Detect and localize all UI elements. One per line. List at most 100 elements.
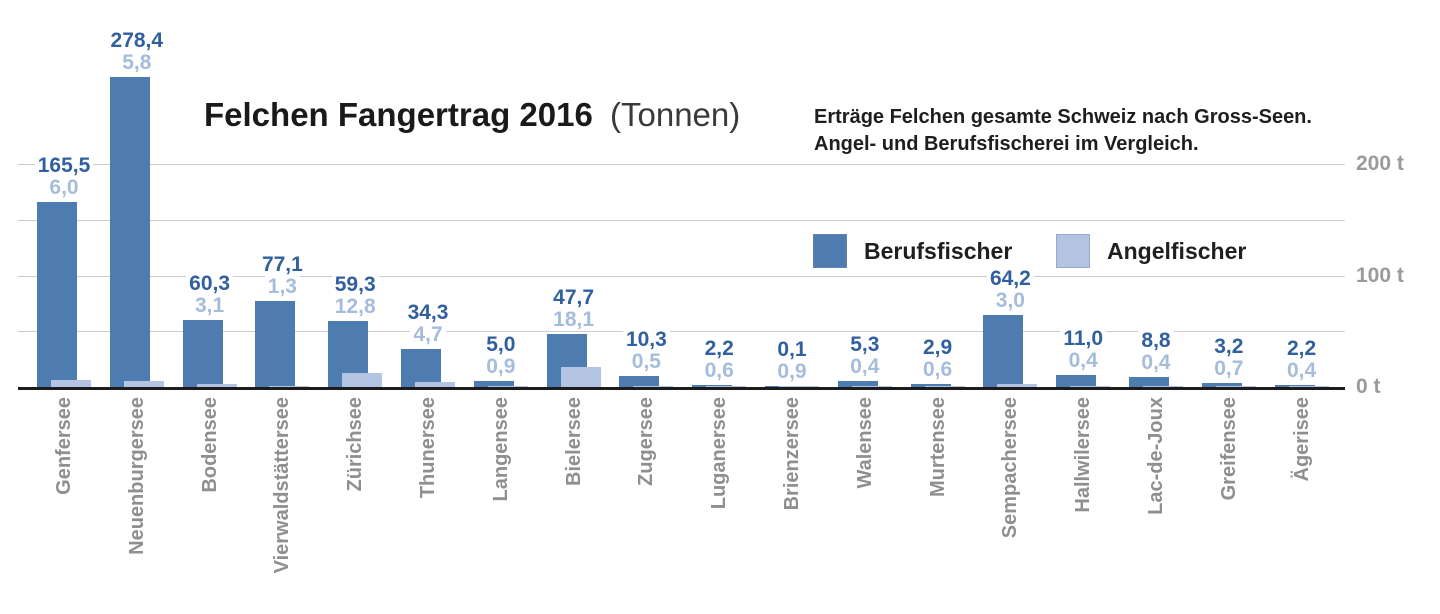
legend-item-berufsfischer: Berufsfischer (813, 234, 1012, 268)
chart-subtitle-line2: Angel- und Berufsfischerei im Vergleich. (814, 133, 1199, 155)
x-axis-label: Murtensee (926, 397, 949, 498)
value-label-angelfischer: 0,4 (1086, 351, 1226, 375)
value-label-angelfischer: 5,8 (67, 50, 207, 74)
legend-swatch-berufsfischer (813, 234, 847, 268)
bar-berufsfischer (910, 383, 951, 387)
value-label-berufsfischer: 64,2 (940, 267, 1080, 291)
value-label-angelfischer: 0,5 (576, 349, 716, 373)
x-axis-label: Walensee (853, 397, 876, 489)
chart-title-unit-note: (Tonnen) (610, 96, 741, 133)
x-axis-label: Sempachersee (999, 397, 1022, 539)
bar-angelfischer (851, 385, 892, 387)
value-label-berufsfischer: 2,2 (649, 336, 789, 360)
bar-angelfischer (123, 380, 164, 387)
bar-angelfischer (633, 385, 674, 387)
bar-angelfischer (1288, 385, 1329, 387)
y-tick-label-0t: 0 t (1356, 375, 1381, 398)
legend-swatch-angelfischer (1056, 234, 1090, 268)
value-label-group: 59,3 12,8 (285, 272, 425, 318)
x-axis-label: Bielersee (562, 397, 585, 486)
bar-berufsfischer (837, 381, 878, 387)
value-label-group: 8,8 0,4 (1086, 329, 1226, 375)
value-label-angelfischer: 4,7 (358, 322, 498, 346)
x-axis-label: Brienzersee (781, 397, 803, 511)
value-label-angelfischer: 12,8 (285, 294, 425, 318)
value-label-group: 5,0 0,9 (431, 333, 571, 379)
x-axis-baseline (18, 387, 1345, 390)
value-label-angelfischer: 0,6 (649, 358, 789, 382)
y-tick-label-100t: 100 t (1356, 263, 1404, 287)
value-label-berufsfischer: 47,7 (504, 285, 644, 309)
value-label-berufsfischer: 34,3 (358, 300, 498, 324)
value-label-berufsfischer: 5,0 (431, 333, 571, 357)
bar-berufsfischer (37, 202, 77, 387)
value-label-berufsfischer: 3,2 (1159, 335, 1299, 359)
value-label-berufsfischer: 165,5 (0, 154, 134, 178)
bar-berufsfischer (1129, 377, 1169, 387)
value-label-angelfischer: 0,9 (431, 355, 571, 379)
bar-angelfischer (51, 380, 91, 387)
bar-angelfischer (706, 385, 747, 387)
bar-angelfischer (342, 372, 383, 387)
bar-berufsfischer (1056, 374, 1097, 387)
legend-label-berufsfischer: Berufsfischer (864, 237, 1013, 264)
value-label-group: 11,0 0,4 (1013, 326, 1153, 372)
bar-angelfischer (1070, 385, 1111, 387)
bar-angelfischer (924, 385, 965, 387)
value-label-angelfischer: 6,0 (0, 176, 134, 200)
value-label-group: 2,2 0,4 (1232, 336, 1372, 382)
chart-subtitle-line1: Erträge Felchen gesamte Schweiz nach Gro… (814, 106, 1312, 128)
bar-berufsfischer (983, 315, 1024, 387)
x-axis-label: Genfersee (53, 397, 75, 495)
value-label-angelfischer: 0,7 (1159, 357, 1299, 381)
value-label-group: 60,3 3,1 (140, 271, 280, 317)
bar-berufsfischer (1201, 383, 1242, 387)
bar-angelfischer (196, 383, 237, 387)
value-label-angelfischer: 1,3 (212, 275, 352, 299)
value-label-berufsfischer: 77,1 (212, 253, 352, 277)
chart-title-text: Felchen Fangertrag 2016 (204, 96, 593, 133)
value-label-group: 2,2 0,6 (649, 336, 789, 382)
value-label-group: 10,3 0,5 (576, 327, 716, 373)
bar-angelfischer (1215, 385, 1256, 387)
legend-item-angelfischer: Angelfischer (1056, 234, 1246, 268)
value-label-berufsfischer: 278,4 (67, 28, 207, 52)
y-tick-label-200t: 200 t (1356, 152, 1404, 175)
value-label-angelfischer: 0,4 (1232, 358, 1372, 382)
legend-label-angelfischer: Angelfischer (1107, 237, 1247, 264)
value-label-group: 2,9 0,6 (868, 335, 1008, 381)
value-label-group: 278,4 5,8 (67, 28, 207, 74)
gridline-50t (18, 331, 1345, 333)
value-label-berufsfischer: 0,1 (722, 338, 862, 361)
x-axis-label: Luganersee (708, 397, 731, 510)
value-label-angelfischer: 18,1 (504, 307, 644, 331)
chart-title: Felchen Fangertrag 2016 (Tonnen) (204, 96, 740, 134)
x-axis-label: Vierwaldstättersee (271, 397, 294, 574)
value-label-group: 64,2 3,0 (940, 267, 1080, 313)
value-label-berufsfischer: 60,3 (140, 271, 280, 295)
x-axis-label: Hallwilersee (1072, 397, 1095, 513)
value-label-group: 47,7 18,1 (504, 285, 644, 331)
value-label-berufsfischer: 10,3 (576, 327, 716, 351)
x-axis-label: Langensee (489, 397, 512, 502)
bar-angelfischer (779, 385, 819, 387)
bar-angelfischer (487, 385, 528, 387)
value-label-angelfischer: 3,1 (140, 293, 280, 317)
x-axis-label: Neuenburgersee (125, 397, 148, 555)
chart-subtitle: Erträge Felchen gesamte Schweiz nach Gro… (814, 104, 1312, 158)
value-label-angelfischer: 0,6 (868, 357, 1008, 381)
value-label-group: 34,3 4,7 (358, 300, 498, 346)
value-label-angelfischer: 0,9 (722, 360, 862, 383)
value-label-angelfischer: 0,4 (1013, 348, 1153, 372)
bar-berufsfischer (619, 375, 660, 387)
value-label-group: 165,5 6,0 (0, 154, 134, 200)
x-axis-label: Bodensee (198, 397, 221, 493)
value-label-group: 0,1 0,9 (722, 338, 862, 383)
bar-angelfischer (560, 366, 601, 387)
bar-angelfischer (997, 383, 1038, 387)
bar-berufsfischer (401, 348, 441, 387)
bar-berufsfischer (473, 381, 514, 387)
bar-berufsfischer (182, 319, 223, 387)
x-axis-label: Zugersee (635, 397, 658, 486)
